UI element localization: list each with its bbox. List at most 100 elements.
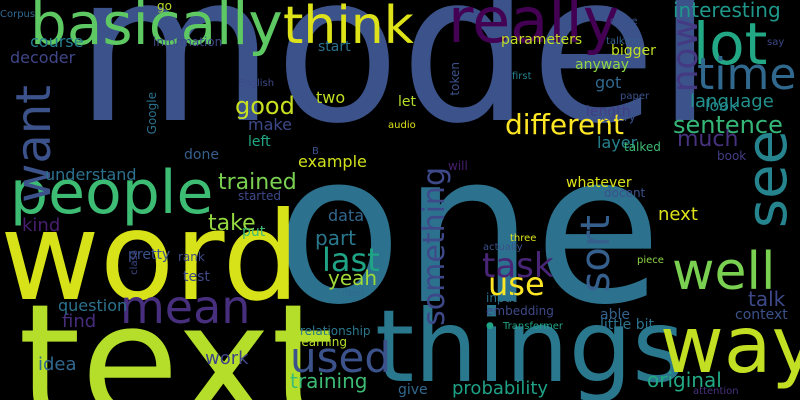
- word-sentence: sentence: [673, 111, 783, 139]
- word-way: way: [660, 301, 800, 391]
- word-lot: lot: [693, 10, 768, 78]
- word-task: task: [482, 246, 554, 286]
- word-nber: nber: [342, 288, 365, 299]
- word-token: token: [448, 62, 462, 96]
- word-part: part: [315, 226, 357, 250]
- word-talking: talking: [606, 36, 641, 47]
- word-course: course: [30, 32, 84, 51]
- word-start: start: [318, 39, 351, 55]
- word-give: give: [398, 382, 428, 398]
- word-relationship: relationship: [300, 324, 371, 338]
- word-will: will: [448, 159, 468, 173]
- word-corpus: Corpus: [0, 9, 36, 20]
- word-left: left: [248, 134, 271, 150]
- word-started: started: [238, 189, 281, 203]
- word-little-bit: little bit: [600, 317, 654, 333]
- word-let: let: [398, 94, 416, 110]
- word-word: word: [0, 186, 300, 328]
- word-training: training: [290, 369, 368, 393]
- word-attention: attention: [693, 386, 739, 397]
- word-able: able: [600, 307, 630, 323]
- word-last: last: [322, 241, 380, 279]
- word-good: good: [235, 92, 295, 120]
- word-whatever: whatever: [566, 175, 632, 191]
- word-people: people: [10, 158, 214, 228]
- word-done: done: [184, 147, 219, 163]
- word-class: class: [129, 250, 140, 275]
- word-b: B: [312, 146, 319, 157]
- word-much: much: [677, 127, 739, 152]
- word-three: three: [510, 233, 537, 244]
- word-parameters: parameters: [501, 32, 583, 48]
- word-want: want: [6, 85, 62, 203]
- word-take: take: [208, 211, 256, 236]
- word-talked: talked: [624, 140, 661, 154]
- word-transformer: Transformer: [503, 321, 564, 332]
- word-used: used: [290, 333, 392, 382]
- word-mean: mean: [120, 280, 251, 334]
- word-use: use: [488, 265, 545, 303]
- word-say: say: [767, 37, 785, 48]
- word-things: things: [375, 288, 685, 400]
- word-interesting: interesting: [673, 0, 781, 22]
- word-sort: sort: [573, 215, 619, 293]
- word-example: example: [298, 152, 367, 171]
- word-see: see: [735, 130, 800, 229]
- word-now: now: [665, 18, 706, 93]
- word-basically: basically: [30, 0, 283, 58]
- word-talk: talk: [748, 287, 786, 311]
- word-come: come: [610, 16, 638, 27]
- word-understand: understand: [45, 165, 137, 184]
- word-yeah: yeah: [328, 266, 378, 290]
- word-audio: audio: [388, 120, 416, 131]
- word-next: next: [658, 204, 698, 225]
- bullet-dot-icon: ●: [486, 321, 494, 331]
- word-probability: probability: [452, 378, 549, 399]
- word-really: really: [448, 0, 620, 57]
- word-put: put: [242, 224, 266, 240]
- word-english: English: [238, 78, 275, 89]
- word-learning: learning: [298, 335, 347, 349]
- word-decoder: decoder: [10, 48, 76, 67]
- word-well: well: [672, 242, 776, 302]
- word-test: test: [183, 269, 210, 285]
- word-embedding: embedding: [486, 304, 554, 318]
- word-data: data: [328, 206, 365, 225]
- word-got: got: [595, 73, 622, 92]
- word-piece: piece: [637, 255, 664, 266]
- word-length: length: [586, 104, 631, 120]
- word-think: think: [283, 0, 414, 56]
- word-bigger: bigger: [611, 43, 656, 59]
- word-actually: actually: [483, 242, 523, 253]
- word-text: text: [18, 269, 334, 400]
- word-go: go: [157, 0, 172, 13]
- word-docent: docent: [604, 186, 646, 200]
- word-idea: idea: [38, 354, 77, 375]
- word-question: question: [58, 296, 128, 315]
- word-book: book: [717, 149, 747, 163]
- word-trained: trained: [218, 170, 297, 195]
- word-original: original: [647, 368, 722, 392]
- word-layer: layer: [597, 133, 638, 152]
- word-kind: kind: [22, 215, 61, 236]
- word-paper: paper: [620, 91, 650, 102]
- word-pretty: pretty: [128, 247, 171, 263]
- word-language: language: [690, 91, 774, 112]
- word-every: every: [602, 110, 636, 124]
- word-one: one: [275, 109, 663, 351]
- word-work: work: [205, 348, 249, 369]
- word-different: different: [505, 108, 624, 141]
- word-rank: rank: [178, 250, 205, 264]
- word-time: time: [697, 49, 797, 100]
- word-something: something: [417, 167, 452, 326]
- word-look: look: [705, 96, 739, 115]
- word-google: Google: [145, 92, 159, 135]
- word-make: make: [248, 115, 292, 134]
- word-find: find: [62, 311, 97, 332]
- word-two: two: [316, 88, 346, 107]
- word-input: input: [486, 291, 517, 305]
- word-context: context: [735, 307, 788, 323]
- word-model: model: [75, 0, 714, 169]
- word-anyway: anyway: [575, 57, 630, 73]
